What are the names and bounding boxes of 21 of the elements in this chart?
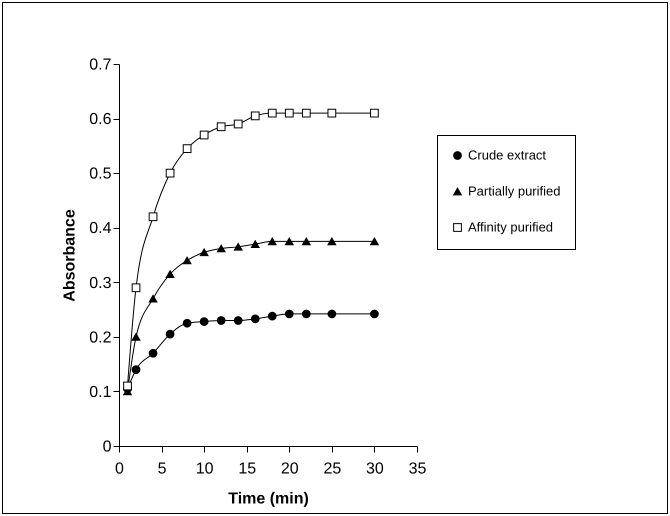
y-tick-label: 0.3 bbox=[89, 274, 112, 292]
legend-label: Affinity purified bbox=[468, 220, 554, 234]
y-tick-label: 0.5 bbox=[89, 166, 112, 183]
x-tick-label: 5 bbox=[158, 460, 167, 478]
x-tick-label: 25 bbox=[323, 460, 342, 478]
x-tick-label: 10 bbox=[196, 460, 214, 478]
x-tick-label: 35 bbox=[408, 460, 426, 478]
y-tick-label: 0.2 bbox=[89, 329, 112, 346]
y-tick-label: 0.6 bbox=[89, 111, 112, 128]
x-tick-label: 15 bbox=[238, 460, 256, 478]
y-tick-label: 0.4 bbox=[89, 220, 112, 238]
x-tick-label: 0 bbox=[115, 460, 124, 478]
legend-label: Crude extract bbox=[468, 148, 546, 162]
x-axis-title: Time (min) bbox=[228, 490, 309, 508]
x-tick-label: 20 bbox=[280, 460, 299, 478]
y-tick-label: 0 bbox=[102, 438, 112, 456]
legend-label: Partially purified bbox=[468, 184, 560, 198]
y-axis-title: Absorbance bbox=[61, 209, 78, 302]
x-tick-label: 30 bbox=[366, 460, 384, 478]
y-tick-label: 0.1 bbox=[89, 384, 112, 401]
y-tick-label: 0.7 bbox=[89, 56, 112, 74]
